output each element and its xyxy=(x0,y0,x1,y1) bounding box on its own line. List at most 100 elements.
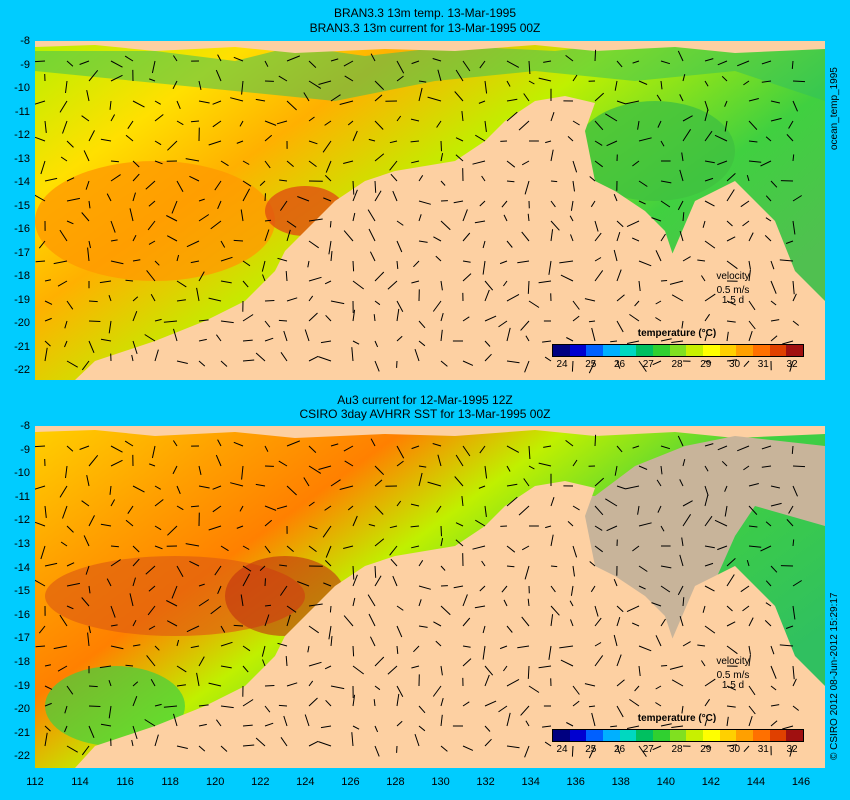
current-arrow xyxy=(704,515,713,527)
current-arrow xyxy=(616,445,623,453)
current-arrow xyxy=(440,538,444,547)
current-arrow xyxy=(264,134,273,142)
current-arrow xyxy=(482,240,486,249)
current-arrow xyxy=(318,465,332,470)
current-arrow xyxy=(506,565,515,568)
longitude-label: 128 xyxy=(386,776,405,788)
current-arrow xyxy=(726,300,737,306)
current-arrow xyxy=(594,525,603,531)
current-arrow xyxy=(462,360,474,366)
current-arrow xyxy=(572,505,580,511)
current-arrow xyxy=(524,180,530,195)
current-arrow xyxy=(86,474,90,487)
current-arrow xyxy=(506,180,515,183)
current-arrow xyxy=(198,80,202,91)
current-arrow xyxy=(166,235,178,242)
current-arrow xyxy=(308,465,322,474)
australia-landmass xyxy=(75,96,825,380)
colorbar-swatch xyxy=(586,345,604,356)
current-arrow xyxy=(368,523,376,527)
current-arrow xyxy=(704,545,715,549)
current-arrow xyxy=(484,505,487,517)
current-arrow xyxy=(717,545,728,551)
current-arrow xyxy=(506,678,520,687)
current-arrow xyxy=(594,140,603,146)
current-arrow xyxy=(748,260,751,270)
current-arrow xyxy=(255,98,266,102)
current-arrow xyxy=(154,140,162,146)
current-arrow xyxy=(474,220,486,224)
current-arrow xyxy=(726,220,733,227)
current-arrow xyxy=(455,137,464,142)
current-arrow xyxy=(748,120,758,130)
current-arrow xyxy=(173,713,178,727)
current-arrow xyxy=(367,209,376,222)
current-arrow xyxy=(616,320,624,333)
current-arrow xyxy=(352,340,360,345)
current-arrow xyxy=(506,445,520,453)
current-arrow xyxy=(283,715,288,727)
current-arrow xyxy=(779,259,794,262)
current-arrow xyxy=(176,684,186,687)
current-arrow xyxy=(344,75,354,82)
current-arrow xyxy=(550,112,555,122)
current-arrow xyxy=(144,719,156,727)
current-arrow xyxy=(44,347,48,362)
current-arrow xyxy=(484,280,494,291)
current-arrow xyxy=(352,645,355,657)
current-arrow xyxy=(166,600,178,607)
current-arrow xyxy=(411,545,420,549)
current-arrow xyxy=(544,356,552,362)
current-arrow xyxy=(145,565,156,575)
current-arrow xyxy=(481,175,486,182)
current-arrow xyxy=(110,260,124,265)
current-arrow xyxy=(792,100,798,112)
current-arrow xyxy=(660,140,665,147)
latitude-label: -9 xyxy=(20,58,30,71)
current-arrow xyxy=(484,465,488,479)
current-arrow xyxy=(550,180,558,183)
current-arrow xyxy=(484,738,492,747)
current-arrow xyxy=(629,313,640,322)
current-arrow xyxy=(35,445,46,448)
current-arrow xyxy=(374,340,379,348)
current-arrow xyxy=(214,565,222,576)
current-arrow xyxy=(655,685,662,690)
current-arrow xyxy=(748,98,759,102)
current-arrow xyxy=(198,485,210,489)
current-arrow xyxy=(453,200,464,204)
latitude-label: -18 xyxy=(14,656,30,668)
current-arrow xyxy=(765,580,772,587)
current-arrow xyxy=(682,641,691,647)
current-arrow xyxy=(389,140,398,144)
current-arrow xyxy=(418,625,428,628)
current-arrow xyxy=(792,154,795,162)
current-arrow xyxy=(634,685,640,692)
current-arrow xyxy=(625,485,640,490)
current-arrow xyxy=(671,294,684,302)
colorbar-swatch xyxy=(603,345,620,356)
current-arrow xyxy=(125,664,134,667)
latitude-label: -11 xyxy=(14,105,30,118)
longitude-label: 122 xyxy=(251,776,270,788)
current-arrow xyxy=(59,614,68,627)
current-arrow xyxy=(66,582,80,587)
current-arrow xyxy=(506,545,516,553)
current-arrow xyxy=(671,340,684,343)
current-arrow xyxy=(64,705,68,714)
current-arrow xyxy=(481,560,486,567)
current-arrow xyxy=(498,320,508,328)
current-arrow xyxy=(704,485,709,496)
current-arrow xyxy=(196,672,200,687)
current-arrow xyxy=(64,340,68,348)
current-arrow xyxy=(616,705,624,718)
current-arrow xyxy=(308,276,322,282)
current-arrow xyxy=(479,445,486,454)
current-arrow xyxy=(329,220,332,228)
current-arrow xyxy=(344,460,354,467)
colorbar-tick-label: 27 xyxy=(642,744,654,755)
current-arrow xyxy=(484,674,490,687)
current-arrow xyxy=(660,60,671,65)
current-arrow xyxy=(550,565,558,568)
current-arrow xyxy=(59,485,68,498)
